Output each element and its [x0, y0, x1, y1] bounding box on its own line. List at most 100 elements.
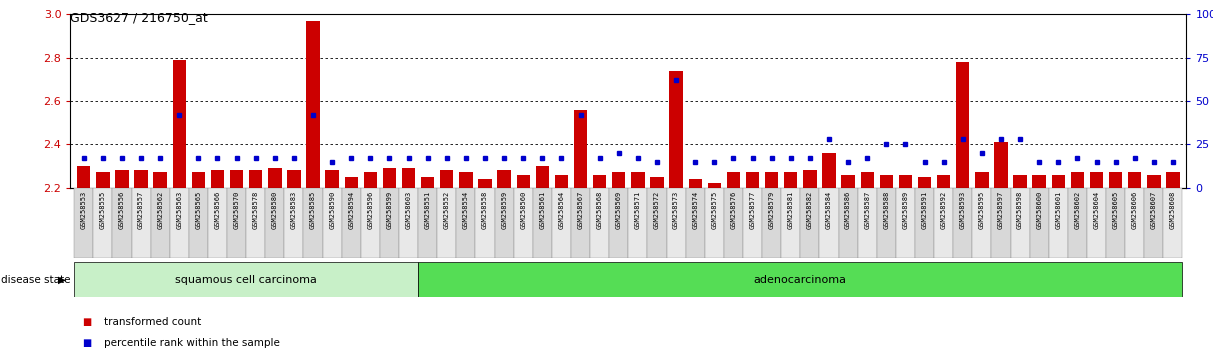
Text: GDS3627 / 216750_at: GDS3627 / 216750_at — [70, 11, 209, 24]
Bar — [360, 188, 380, 258]
Bar — [227, 188, 246, 258]
Text: GSM258580: GSM258580 — [272, 191, 278, 229]
Bar — [533, 188, 552, 258]
Bar — [571, 188, 590, 258]
Text: GSM258569: GSM258569 — [616, 191, 622, 229]
Bar — [246, 188, 266, 258]
Text: GSM258561: GSM258561 — [540, 191, 546, 229]
Bar — [973, 188, 991, 258]
Text: GSM258585: GSM258585 — [311, 191, 317, 229]
Bar — [513, 188, 533, 258]
Text: GSM258587: GSM258587 — [864, 191, 870, 229]
Bar — [364, 172, 377, 188]
Bar — [631, 172, 644, 188]
Bar — [1071, 172, 1084, 188]
Bar — [877, 188, 896, 258]
Text: GSM258593: GSM258593 — [959, 191, 966, 229]
Bar — [896, 188, 915, 258]
Bar — [207, 188, 227, 258]
Bar — [495, 188, 513, 258]
Bar — [170, 188, 189, 258]
Text: GSM258575: GSM258575 — [711, 191, 717, 229]
Bar — [1147, 175, 1161, 188]
Bar — [74, 188, 93, 258]
Bar — [1163, 188, 1183, 258]
Bar — [1144, 188, 1163, 258]
Text: GSM258578: GSM258578 — [252, 191, 258, 229]
Bar — [1089, 172, 1103, 188]
Bar — [517, 175, 530, 188]
Bar — [842, 175, 855, 188]
Bar — [249, 170, 262, 188]
Bar — [934, 188, 953, 258]
Bar — [268, 168, 281, 188]
Bar — [192, 172, 205, 188]
Text: GSM258606: GSM258606 — [1132, 191, 1138, 229]
Bar — [1067, 188, 1087, 258]
Bar — [899, 175, 912, 188]
Text: GSM258576: GSM258576 — [730, 191, 736, 229]
Text: GSM258568: GSM258568 — [597, 191, 603, 229]
Bar — [460, 172, 473, 188]
Bar — [287, 170, 301, 188]
Text: GSM258608: GSM258608 — [1169, 191, 1175, 229]
Bar — [803, 170, 816, 188]
Text: GSM258589: GSM258589 — [902, 191, 909, 229]
Bar — [727, 172, 740, 188]
Text: GSM258557: GSM258557 — [138, 191, 144, 229]
Bar — [650, 177, 664, 188]
Bar — [685, 188, 705, 258]
Text: GSM258572: GSM258572 — [654, 191, 660, 229]
Text: GSM258590: GSM258590 — [329, 191, 335, 229]
Bar — [648, 188, 667, 258]
Bar — [574, 110, 587, 188]
Bar — [915, 188, 934, 258]
Text: GSM258597: GSM258597 — [998, 191, 1004, 229]
Bar — [744, 188, 762, 258]
Bar — [418, 188, 437, 258]
Bar — [1013, 175, 1026, 188]
Bar — [705, 188, 724, 258]
Text: GSM258586: GSM258586 — [845, 191, 852, 229]
Bar — [762, 188, 781, 258]
Text: transformed count: transformed count — [104, 317, 201, 327]
Bar — [1128, 172, 1141, 188]
Bar — [380, 188, 399, 258]
Text: GSM258559: GSM258559 — [501, 191, 507, 229]
Text: ▶: ▶ — [58, 275, 67, 285]
Text: disease state: disease state — [1, 275, 70, 285]
Bar — [801, 188, 820, 258]
Bar — [1010, 188, 1030, 258]
Bar — [689, 179, 702, 188]
Bar — [307, 21, 320, 188]
Text: GSM258604: GSM258604 — [1093, 191, 1099, 229]
Text: GSM258571: GSM258571 — [634, 191, 640, 229]
Text: squamous cell carcinoma: squamous cell carcinoma — [175, 275, 317, 285]
Text: GSM258567: GSM258567 — [577, 191, 583, 229]
Bar — [325, 170, 338, 188]
Bar — [765, 172, 779, 188]
Text: GSM258551: GSM258551 — [425, 191, 431, 229]
Text: GSM258581: GSM258581 — [787, 191, 793, 229]
Bar — [135, 170, 148, 188]
Text: percentile rank within the sample: percentile rank within the sample — [104, 338, 280, 348]
Text: GSM258583: GSM258583 — [291, 191, 297, 229]
Text: GSM258599: GSM258599 — [387, 191, 393, 229]
Bar — [628, 188, 648, 258]
Text: GSM258565: GSM258565 — [195, 191, 201, 229]
Bar — [1126, 188, 1144, 258]
Bar — [154, 172, 167, 188]
Bar — [78, 166, 91, 188]
Bar — [440, 170, 454, 188]
Text: GSM258573: GSM258573 — [673, 191, 679, 229]
Bar — [991, 188, 1010, 258]
Bar — [113, 188, 131, 258]
Bar — [858, 188, 877, 258]
Text: GSM258588: GSM258588 — [883, 191, 889, 229]
Text: GSM258603: GSM258603 — [405, 191, 411, 229]
Text: GSM258574: GSM258574 — [693, 191, 699, 229]
Bar — [1032, 175, 1046, 188]
Text: GSM258584: GSM258584 — [826, 191, 832, 229]
Text: GSM258595: GSM258595 — [979, 191, 985, 229]
Bar — [456, 188, 475, 258]
